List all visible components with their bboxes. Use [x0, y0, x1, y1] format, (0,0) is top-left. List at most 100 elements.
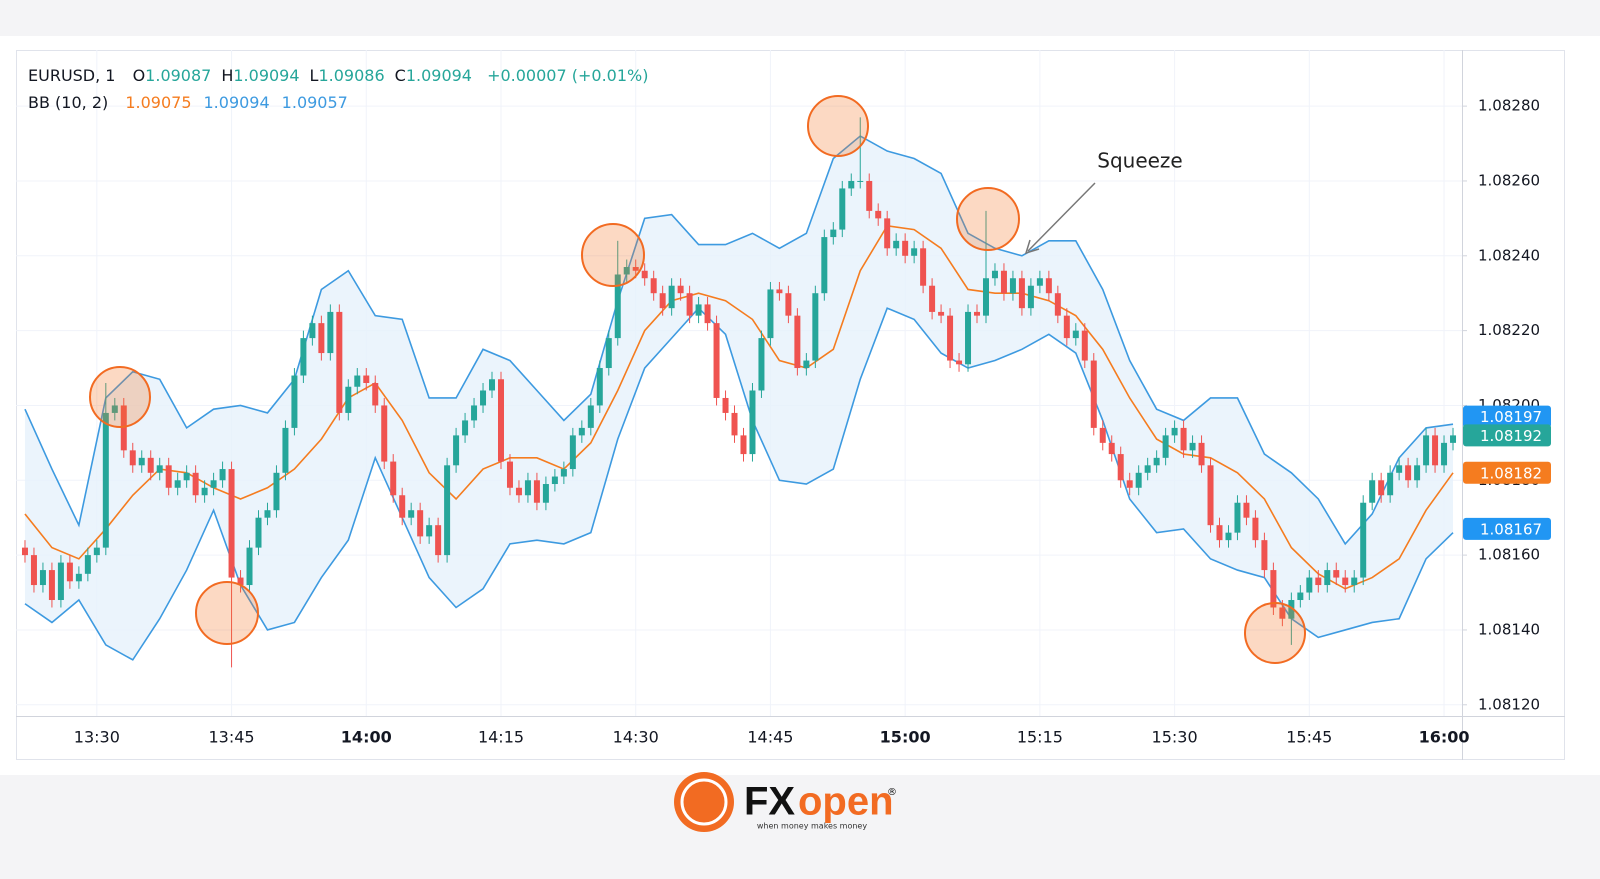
candle-body	[282, 427, 289, 473]
candle-body	[1189, 442, 1196, 451]
x-tick-label: 14:15	[478, 728, 524, 747]
candle-body	[237, 577, 244, 586]
highlight-circle	[1244, 602, 1306, 664]
candle-body	[57, 562, 64, 601]
y-tick-label: 1.08120	[1478, 695, 1540, 713]
candle-body	[758, 338, 765, 391]
candle-body	[524, 480, 531, 496]
candle-body	[228, 469, 235, 578]
x-tick-label: 15:45	[1286, 728, 1332, 747]
indicator-values: 1.09075 1.09094 1.09057	[113, 93, 348, 112]
candle-body	[453, 435, 460, 466]
candle-body	[785, 293, 792, 316]
candle-body	[515, 487, 522, 496]
candle-body	[435, 525, 442, 556]
candle-body	[1396, 465, 1403, 473]
candle-body	[1405, 465, 1412, 481]
candle-body	[183, 472, 190, 481]
candle-body	[1441, 442, 1448, 466]
candle-body	[444, 465, 451, 556]
candle-body	[1297, 592, 1304, 601]
candle-body	[1180, 427, 1187, 451]
candle-body	[812, 293, 819, 361]
price-label-box	[1463, 424, 1551, 447]
candle-body	[1153, 457, 1160, 466]
top-band	[0, 0, 1600, 36]
symbol: EURUSD, 1	[28, 66, 116, 85]
candle-body	[704, 304, 711, 324]
highlight-circle	[807, 95, 869, 157]
candle-body	[1216, 525, 1223, 541]
candle-body	[1261, 540, 1268, 571]
candle-body	[605, 338, 612, 369]
candle-body	[623, 267, 630, 275]
ohlc-value: 1.09086	[318, 66, 385, 85]
change: +0.00007 (+0.01%)	[487, 66, 649, 85]
candle-body	[1423, 435, 1430, 466]
candle-body	[974, 311, 981, 316]
candle-body	[982, 278, 989, 316]
candle-body	[426, 525, 433, 537]
candle-body	[156, 465, 163, 473]
candle-body	[803, 360, 810, 369]
candle-body	[120, 405, 127, 451]
price-label-box	[1463, 517, 1551, 540]
candle-body	[1081, 330, 1088, 361]
candle-body	[1324, 570, 1331, 586]
ohlc: O1.09087 H1.09094 L1.09086 C1.09094	[121, 66, 472, 85]
candle-body	[839, 188, 846, 230]
legend: EURUSD, 1 O1.09087 H1.09094 L1.09086 C1.090…	[28, 62, 648, 116]
candle-body	[659, 293, 666, 309]
candle-body	[1333, 570, 1340, 578]
highlight-circle	[195, 581, 259, 645]
candle-body	[1369, 480, 1376, 503]
candle-body	[264, 510, 271, 518]
price-label: 1.08182	[1480, 464, 1542, 482]
candle-body	[1036, 278, 1043, 286]
candle-body	[363, 375, 370, 383]
candle-body	[587, 405, 594, 428]
candle-body	[1207, 465, 1214, 526]
candle-body	[578, 427, 585, 436]
candle-body	[417, 510, 424, 537]
ohlc-value: 1.09094	[405, 66, 472, 85]
ohlc-value: 1.09087	[145, 66, 212, 85]
brand-mark: ®	[887, 787, 897, 798]
brand-fx: FX	[744, 780, 795, 824]
candle-body	[1342, 577, 1349, 586]
candle-body	[246, 547, 253, 586]
plot	[21, 117, 1457, 668]
candle-body	[336, 311, 343, 413]
candle-body	[1234, 502, 1241, 533]
y-tick-label: 1.08140	[1478, 620, 1540, 638]
candle-body	[147, 457, 154, 473]
candle-body	[471, 405, 478, 421]
candle-body	[695, 304, 702, 316]
candle-body	[902, 240, 909, 256]
candle-body	[84, 555, 91, 574]
candle-body	[920, 248, 927, 286]
candle-body	[560, 469, 567, 477]
candle-body	[1306, 577, 1313, 593]
indicator-value: 1.09057	[281, 93, 348, 112]
candle-body	[776, 289, 783, 294]
x-tick-label: 15:15	[1017, 728, 1063, 747]
x-tick-label: 15:30	[1152, 728, 1198, 747]
candle-body	[938, 311, 945, 316]
candle-body	[1225, 532, 1232, 541]
highlights	[89, 95, 1306, 664]
candle-body	[722, 397, 729, 413]
candle-body	[201, 487, 208, 496]
candle-body	[255, 517, 262, 548]
candle-body	[1387, 472, 1394, 496]
candle-body	[542, 484, 549, 503]
candle-body	[893, 240, 900, 249]
candle-body	[480, 390, 487, 406]
candle-body	[794, 315, 801, 369]
candle-body	[1009, 278, 1016, 294]
candle-body	[1315, 577, 1322, 586]
candle-body	[857, 180, 864, 182]
x-tick-label: 15:00	[880, 728, 931, 747]
